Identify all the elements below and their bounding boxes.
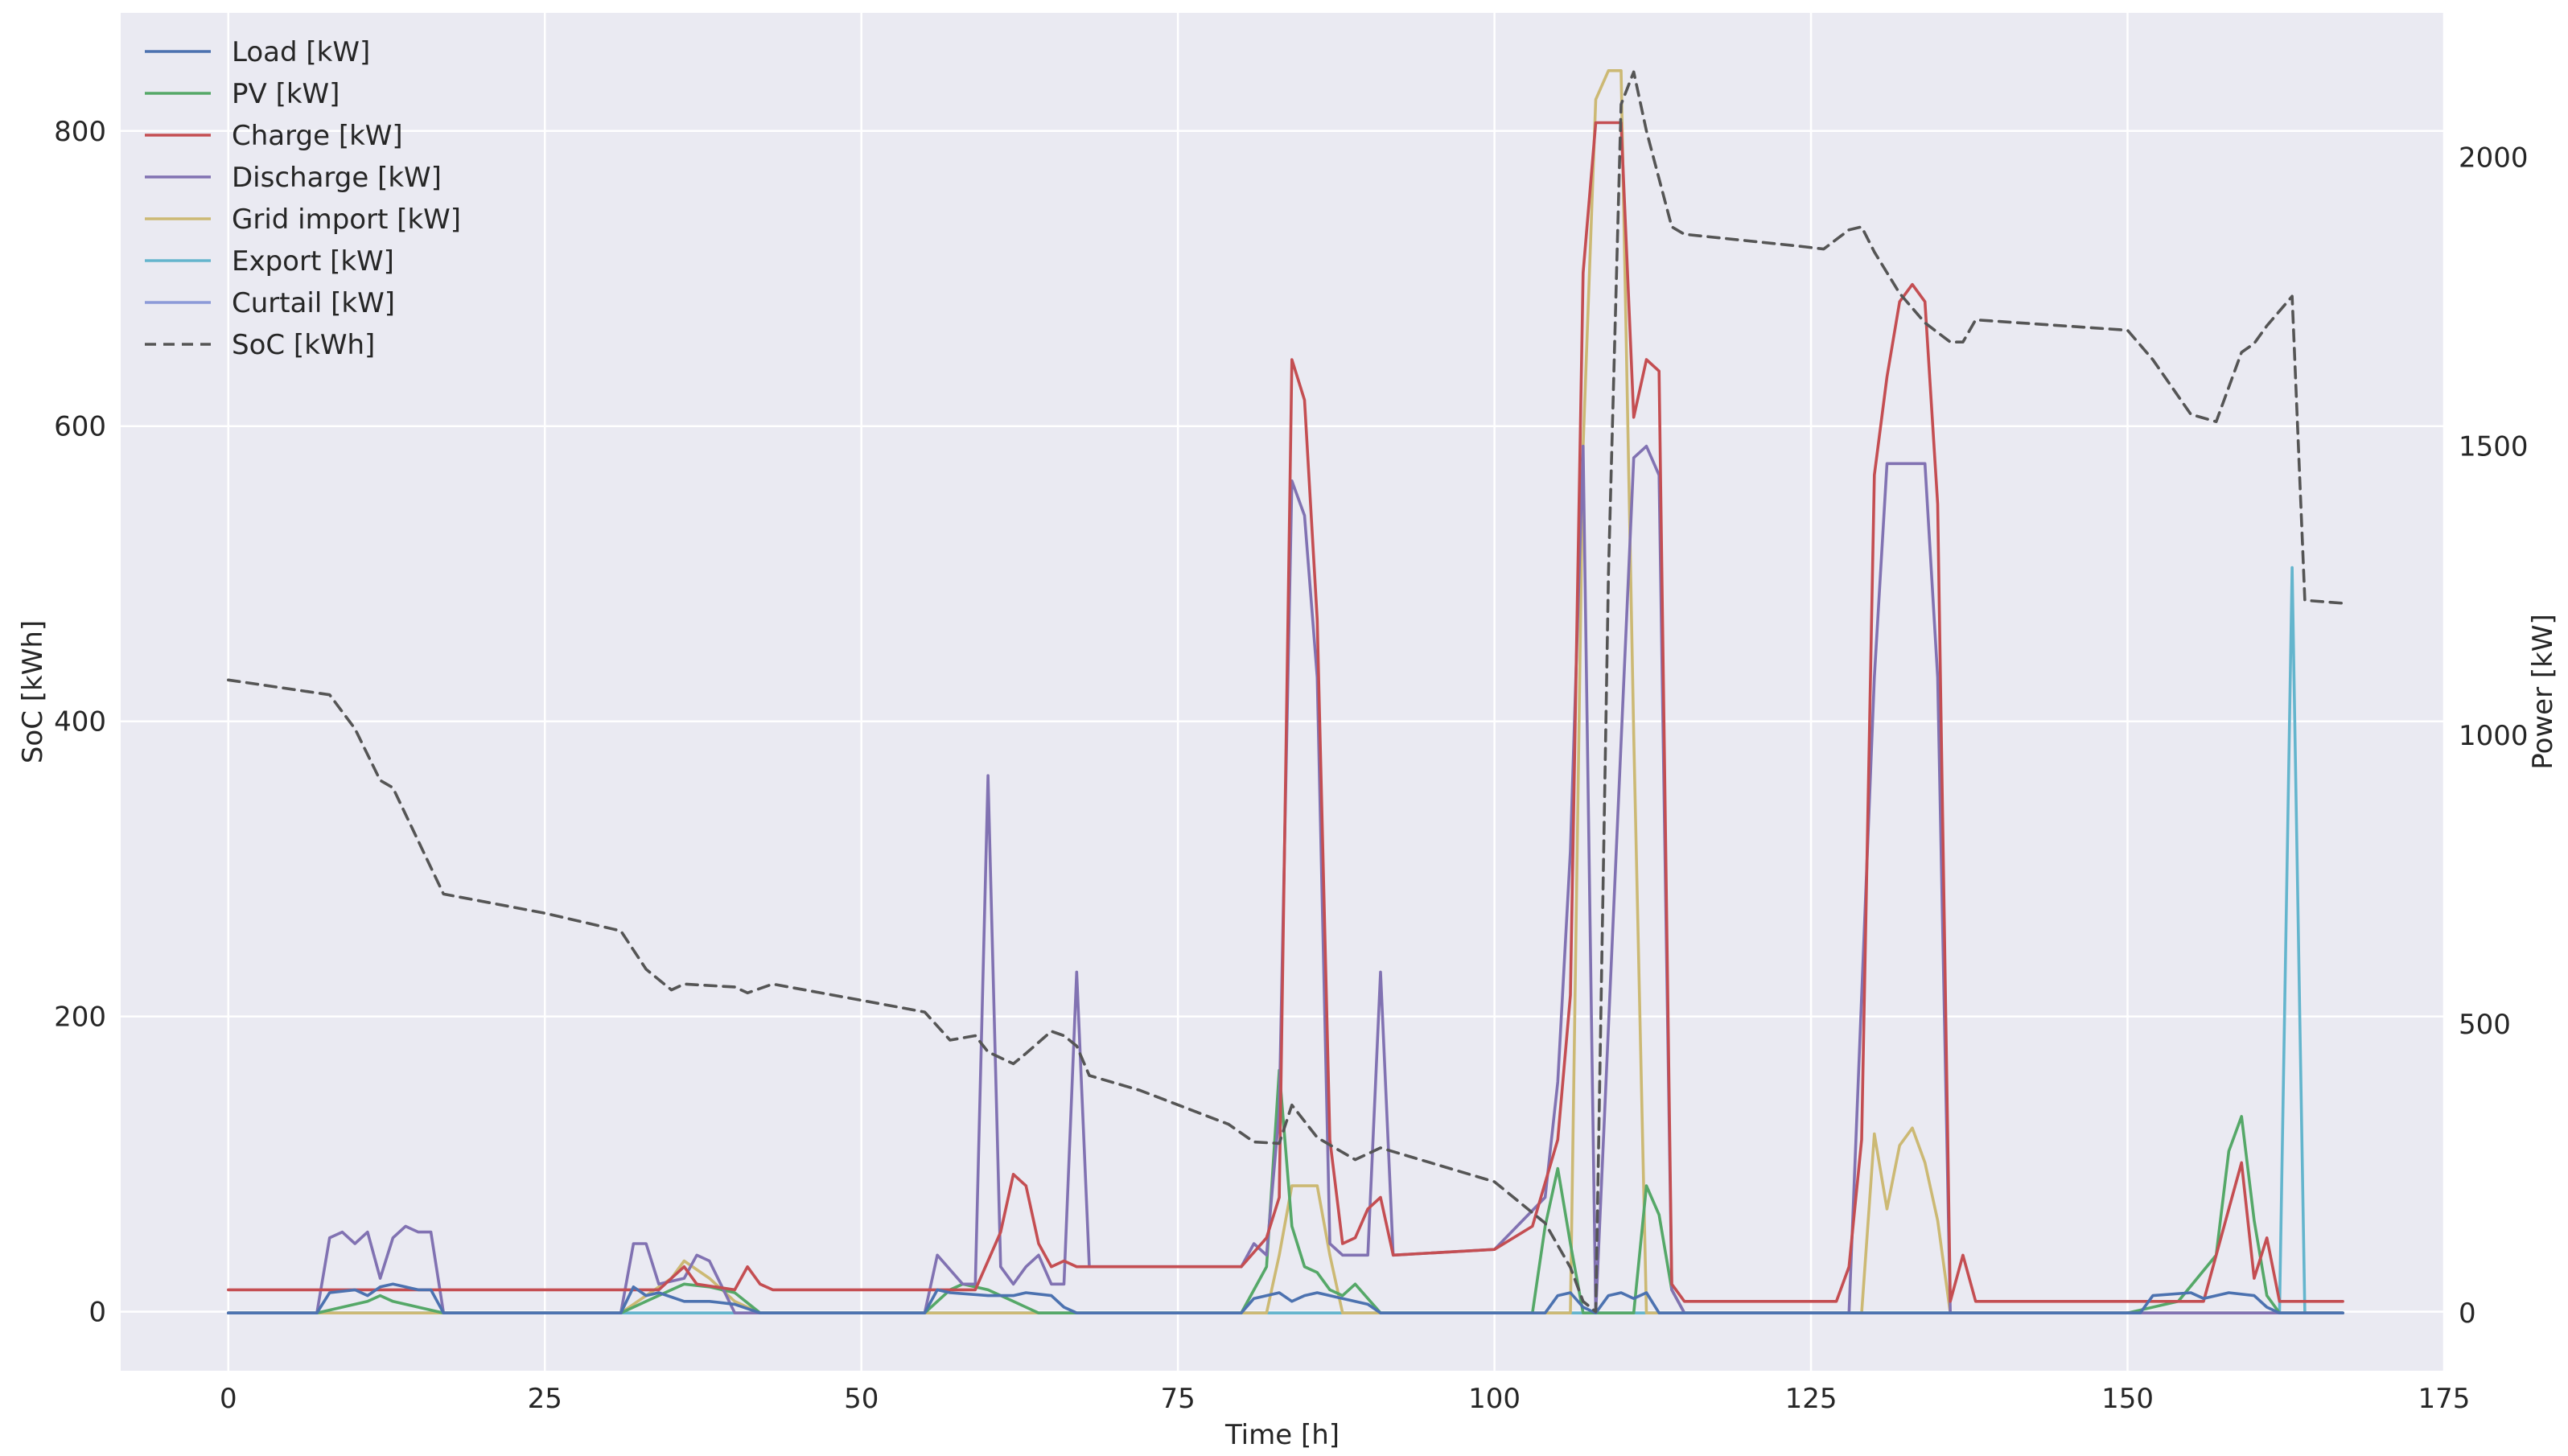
x-tick-label: 0 [220,1383,237,1415]
series-line-4 [227,69,2344,1314]
y-axis-left-label: SoC [kWh] [17,620,49,763]
x-tick-label: 150 [2101,1383,2154,1415]
series-line-3 [227,444,2344,1314]
y-right-tick-label: 1500 [2459,431,2529,463]
x-tick-label: 100 [1468,1383,1521,1415]
y-left-tick-label: 200 [54,1002,106,1034]
legend: Load [kW] PV [kW] Charge [kW] Discharge [kW… [145,36,461,361]
x-tick-label: 50 [844,1383,879,1415]
x-axis-ticks: 0 25 50 75 100 125 150 175 [220,1383,2470,1415]
y-axis-right-ticks: 0 500 1000 1500 2000 [2459,142,2529,1331]
y-left-tick-label: 400 [54,706,106,738]
legend-label: Export [kW] [232,245,394,278]
legend-label: Discharge [kW] [232,162,442,194]
legend-label: Charge [kW] [232,120,403,152]
legend-label: Grid import [kW] [232,204,461,236]
x-tick-label: 25 [528,1383,562,1415]
series-line-7 [227,70,2344,1314]
y-left-tick-label: 600 [54,411,106,443]
y-right-tick-label: 500 [2459,1009,2511,1041]
x-tick-label: 175 [2418,1383,2471,1415]
series-line-2 [227,121,2344,1303]
legend-label: SoC [kWh] [232,329,375,361]
legend-label: Curtail [kW] [232,287,395,319]
y-left-tick-label: 800 [54,116,106,148]
plot-area [121,13,2444,1371]
series-line-0 [227,1282,2344,1314]
y-axis-right-label: Power [kW] [2527,614,2559,769]
legend-label: PV [kW] [232,78,340,110]
y-left-tick-label: 0 [88,1297,106,1329]
x-tick-label: 75 [1161,1383,1196,1415]
x-tick-label: 125 [1785,1383,1838,1415]
series-group [227,69,2344,1314]
y-axis-left-ticks: 0 200 400 600 800 [54,116,106,1329]
y-right-tick-label: 1000 [2459,720,2529,752]
legend-label: Load [kW] [232,36,370,68]
y-right-tick-label: 0 [2459,1298,2476,1330]
y-right-tick-label: 2000 [2459,142,2529,175]
x-axis-label: Time [h] [1224,1419,1340,1451]
